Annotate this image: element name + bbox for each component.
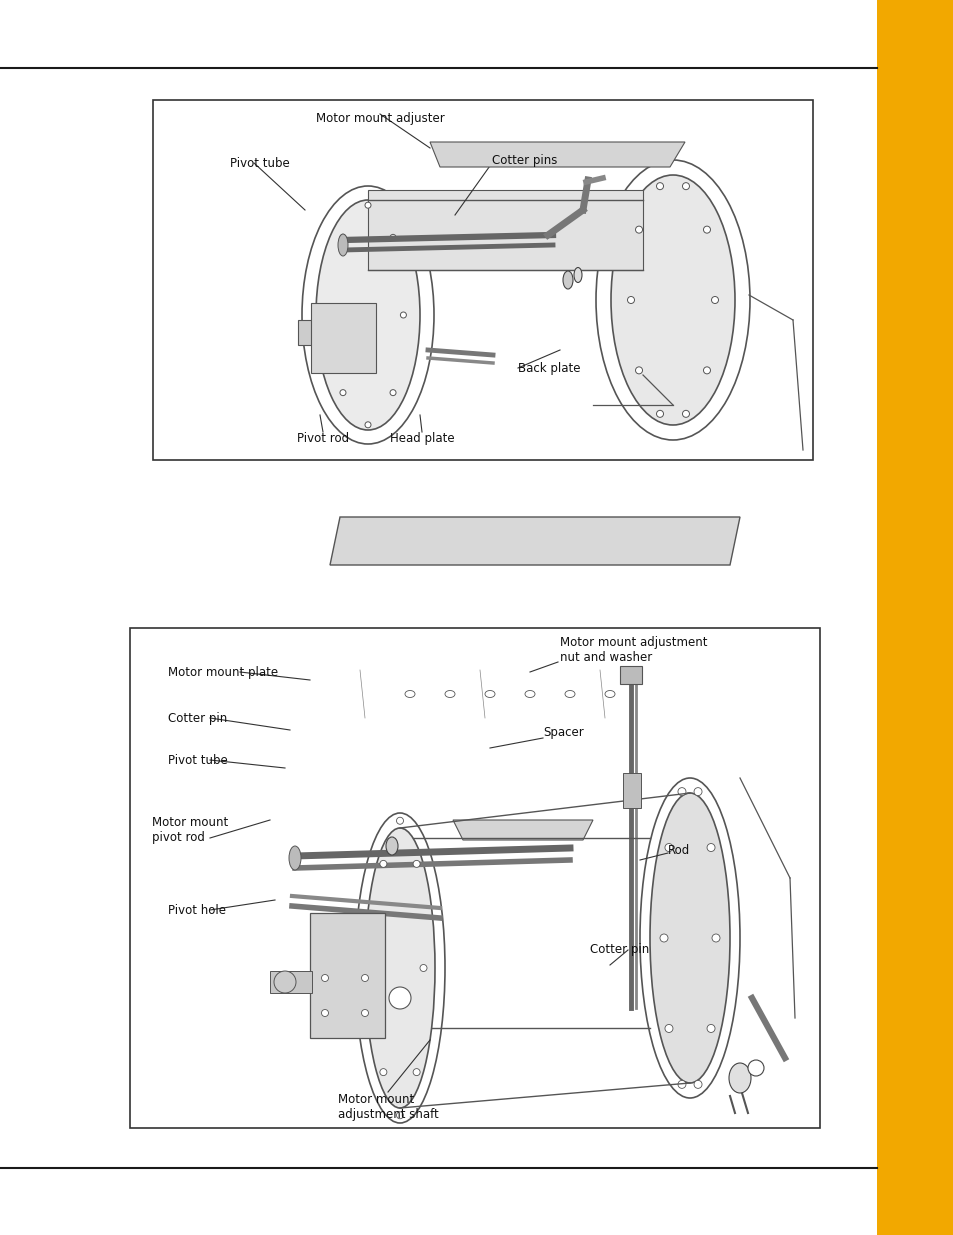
Ellipse shape bbox=[706, 1025, 715, 1032]
Text: Motor mount adjustment
nut and washer: Motor mount adjustment nut and washer bbox=[559, 636, 707, 664]
Ellipse shape bbox=[484, 690, 495, 698]
Bar bbox=[876, 0, 953, 1235]
Ellipse shape bbox=[361, 1009, 368, 1016]
Text: Motor mount plate: Motor mount plate bbox=[168, 666, 278, 678]
Ellipse shape bbox=[659, 934, 667, 942]
Ellipse shape bbox=[681, 183, 689, 190]
Ellipse shape bbox=[702, 367, 710, 374]
Ellipse shape bbox=[706, 844, 715, 852]
Ellipse shape bbox=[656, 183, 663, 190]
Text: Spacer: Spacer bbox=[542, 725, 583, 739]
Ellipse shape bbox=[365, 827, 435, 1108]
Ellipse shape bbox=[339, 235, 346, 241]
Text: Back plate: Back plate bbox=[517, 362, 579, 374]
Ellipse shape bbox=[389, 987, 411, 1009]
Ellipse shape bbox=[711, 296, 718, 304]
Ellipse shape bbox=[315, 200, 419, 430]
Polygon shape bbox=[430, 142, 684, 167]
Polygon shape bbox=[368, 190, 642, 270]
Ellipse shape bbox=[339, 389, 346, 395]
Ellipse shape bbox=[627, 296, 634, 304]
Ellipse shape bbox=[396, 1112, 403, 1119]
Ellipse shape bbox=[681, 410, 689, 417]
Ellipse shape bbox=[274, 971, 295, 993]
Ellipse shape bbox=[365, 203, 371, 209]
Bar bbox=[297, 320, 353, 345]
Ellipse shape bbox=[396, 818, 403, 824]
Ellipse shape bbox=[329, 312, 335, 317]
Ellipse shape bbox=[321, 1009, 328, 1016]
Bar bbox=[270, 971, 312, 993]
Text: Pivot rod: Pivot rod bbox=[296, 432, 349, 445]
Ellipse shape bbox=[693, 788, 701, 795]
Ellipse shape bbox=[702, 226, 710, 233]
Text: Cotter pins: Cotter pins bbox=[492, 153, 557, 167]
Ellipse shape bbox=[564, 690, 575, 698]
Polygon shape bbox=[330, 517, 740, 564]
Text: Head plate: Head plate bbox=[389, 432, 454, 445]
Ellipse shape bbox=[365, 422, 371, 427]
Ellipse shape bbox=[373, 965, 379, 972]
Text: Motor mount adjuster: Motor mount adjuster bbox=[315, 112, 444, 125]
Ellipse shape bbox=[678, 788, 685, 795]
Ellipse shape bbox=[693, 1081, 701, 1088]
Text: Cotter pin: Cotter pin bbox=[589, 944, 649, 956]
Ellipse shape bbox=[390, 235, 395, 241]
Ellipse shape bbox=[413, 1068, 419, 1076]
Ellipse shape bbox=[289, 846, 301, 869]
Text: Motor mount
adjustment shaft: Motor mount adjustment shaft bbox=[337, 1093, 438, 1121]
Ellipse shape bbox=[656, 410, 663, 417]
Bar bbox=[622, 773, 640, 808]
Ellipse shape bbox=[390, 389, 395, 395]
Ellipse shape bbox=[413, 861, 419, 867]
Ellipse shape bbox=[635, 226, 642, 233]
Text: Pivot hole: Pivot hole bbox=[168, 904, 226, 916]
Ellipse shape bbox=[649, 793, 729, 1083]
Ellipse shape bbox=[405, 690, 415, 698]
Ellipse shape bbox=[604, 690, 615, 698]
Text: Pivot tube: Pivot tube bbox=[168, 753, 228, 767]
Ellipse shape bbox=[664, 1025, 672, 1032]
Ellipse shape bbox=[361, 974, 368, 982]
Ellipse shape bbox=[321, 974, 328, 982]
Text: Rod: Rod bbox=[667, 844, 690, 857]
Ellipse shape bbox=[728, 1063, 750, 1093]
Ellipse shape bbox=[524, 690, 535, 698]
Ellipse shape bbox=[610, 175, 734, 425]
Ellipse shape bbox=[444, 690, 455, 698]
Bar bbox=[619, 666, 641, 684]
Text: Cotter pin: Cotter pin bbox=[168, 711, 227, 725]
Ellipse shape bbox=[337, 233, 348, 256]
Ellipse shape bbox=[574, 268, 581, 283]
Bar bbox=[152, 100, 812, 459]
Bar bbox=[130, 629, 820, 1128]
Ellipse shape bbox=[678, 1081, 685, 1088]
Bar bbox=[310, 913, 385, 1037]
Ellipse shape bbox=[711, 934, 720, 942]
Ellipse shape bbox=[386, 837, 397, 855]
Polygon shape bbox=[453, 820, 593, 840]
Text: Motor mount
pivot rod: Motor mount pivot rod bbox=[152, 816, 228, 844]
Text: Pivot tube: Pivot tube bbox=[230, 157, 290, 169]
Ellipse shape bbox=[419, 965, 427, 972]
Ellipse shape bbox=[562, 270, 573, 289]
Ellipse shape bbox=[379, 1068, 387, 1076]
Ellipse shape bbox=[379, 861, 387, 867]
Ellipse shape bbox=[400, 312, 406, 317]
Ellipse shape bbox=[635, 367, 642, 374]
Ellipse shape bbox=[747, 1060, 763, 1076]
Bar bbox=[311, 303, 375, 373]
Ellipse shape bbox=[664, 844, 672, 852]
